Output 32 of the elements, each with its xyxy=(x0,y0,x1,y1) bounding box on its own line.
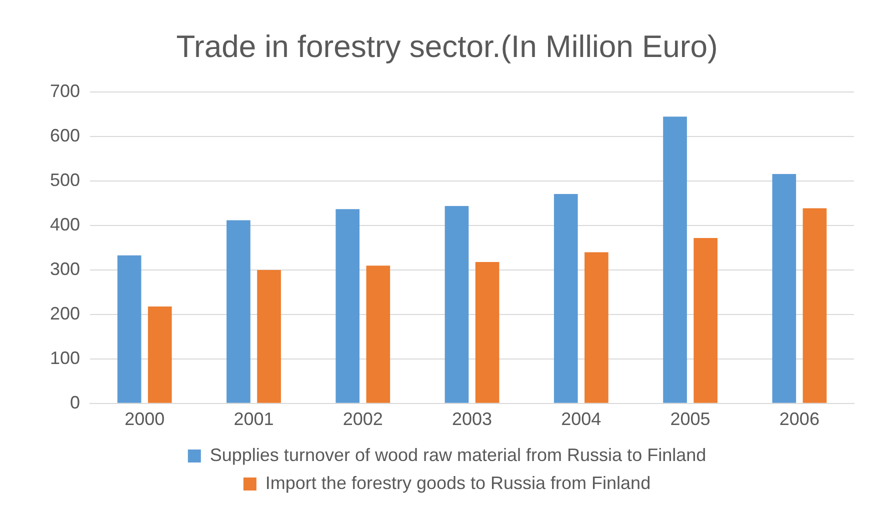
bar xyxy=(444,206,469,403)
bar xyxy=(772,174,796,403)
bar xyxy=(802,208,827,403)
x-tick-label: 2004 xyxy=(561,409,602,430)
y-tick-label: 0 xyxy=(70,392,80,412)
y-tick-label: 600 xyxy=(50,126,80,146)
bar xyxy=(554,194,578,403)
y-tick-label: 100 xyxy=(50,348,80,368)
y-tick-label: 700 xyxy=(50,81,80,102)
chart-title: Trade in forestry sector.(In Million Euro) xyxy=(176,29,718,64)
bar xyxy=(366,266,390,403)
y-tick-label: 300 xyxy=(50,258,80,279)
bar xyxy=(117,255,142,403)
bar xyxy=(257,270,281,403)
bar xyxy=(336,209,360,403)
legend-label: Supplies turnover of wood raw material from Russia to Finland xyxy=(210,444,706,465)
y-tick-label: 200 xyxy=(50,303,80,324)
x-tick-label: 2002 xyxy=(342,409,383,430)
x-tick-label: 2003 xyxy=(452,409,492,430)
bar xyxy=(694,238,718,403)
bar xyxy=(148,306,172,403)
bar xyxy=(226,220,250,403)
y-tick-label: 500 xyxy=(50,170,80,190)
legend-label: Import the forestry goods to Russia from Finland xyxy=(265,472,651,493)
bar xyxy=(584,252,608,403)
bar xyxy=(663,116,687,403)
bar xyxy=(475,262,500,403)
x-tick-label: 2000 xyxy=(124,409,165,430)
x-tick-label: 2005 xyxy=(670,409,710,430)
y-tick-label: 400 xyxy=(50,214,80,235)
x-tick-label: 2006 xyxy=(779,409,820,430)
x-tick-label: 2001 xyxy=(234,409,274,430)
